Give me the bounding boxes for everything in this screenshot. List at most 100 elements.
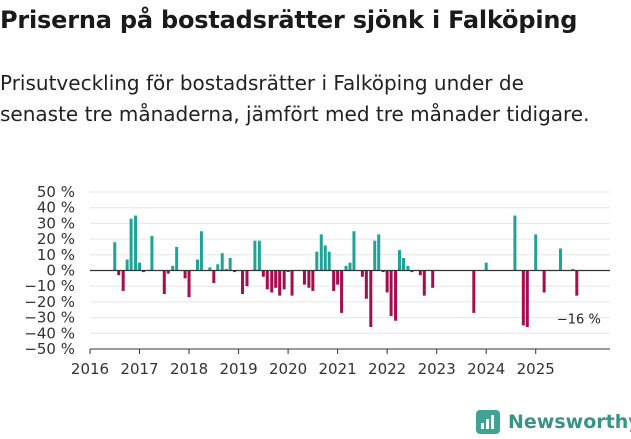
bar	[245, 270, 249, 287]
x-tick-label: 2016	[71, 360, 109, 378]
last-value-annotation: −16 %	[557, 313, 601, 328]
bar	[150, 235, 154, 271]
bar	[233, 270, 237, 273]
bar	[253, 240, 257, 271]
bar	[431, 270, 435, 288]
brand-name: Newsworthy	[508, 411, 631, 433]
bar	[484, 262, 488, 271]
bar	[212, 270, 216, 284]
bar	[381, 270, 385, 273]
bar	[422, 270, 426, 296]
bar	[278, 270, 282, 296]
bar	[513, 215, 517, 271]
x-tick-label: 2019	[219, 360, 257, 378]
bar	[398, 250, 402, 271]
bar	[534, 234, 538, 271]
bar	[344, 265, 348, 271]
y-tick-label: −10 %	[24, 277, 75, 295]
x-tick-label: 2020	[269, 360, 307, 378]
bar	[575, 270, 579, 296]
bar	[364, 270, 368, 299]
chart-title: Priserna på bostadsrätter sjönk i Falköp…	[0, 6, 578, 34]
bar	[352, 231, 356, 271]
newsworthy-logo-icon	[476, 410, 500, 434]
bar	[332, 270, 336, 291]
bar	[183, 270, 187, 279]
bar	[311, 270, 315, 291]
bar	[472, 270, 476, 313]
x-tick-label: 2024	[467, 360, 505, 378]
y-axis: 50 %40 %30 %20 %10 %0 %−10 %−20 %−30 %−4…	[24, 183, 75, 358]
bar	[282, 270, 286, 290]
bar	[558, 248, 562, 271]
bar-series	[113, 215, 579, 328]
bar	[175, 246, 179, 271]
y-tick-label: −40 %	[24, 324, 75, 342]
bar	[216, 264, 220, 271]
bar	[319, 234, 323, 271]
bar	[121, 270, 125, 291]
bar	[385, 270, 389, 293]
chart-subtitle: Prisutveckling för bostadsrätter i Falkö…	[0, 71, 590, 126]
bar	[340, 270, 344, 313]
bar	[195, 259, 199, 271]
bar	[257, 240, 261, 271]
bar	[302, 270, 306, 285]
bar	[228, 257, 232, 271]
bar	[274, 270, 278, 288]
bar	[162, 270, 166, 295]
bar	[220, 253, 224, 271]
y-tick-label: −50 %	[24, 340, 75, 358]
y-tick-label: −20 %	[24, 293, 75, 311]
bar	[270, 270, 274, 293]
bar	[542, 270, 546, 293]
bar	[406, 265, 410, 271]
bar	[571, 268, 575, 271]
bar	[286, 270, 290, 273]
bar	[224, 268, 228, 271]
y-tick-label: 50 %	[37, 183, 75, 201]
bar	[199, 231, 203, 271]
bar	[360, 270, 364, 277]
bar	[134, 215, 138, 271]
x-axis: 2016 2017 2018 2019 2020 2021 2022 2023 2024 2025	[71, 269, 610, 378]
bar	[113, 242, 117, 271]
bar	[394, 270, 398, 321]
bar	[373, 240, 377, 271]
y-tick-label: 10 %	[37, 246, 75, 264]
bar	[525, 270, 529, 328]
newsworthy-brand: Newsworthy	[476, 407, 631, 437]
bar	[377, 234, 381, 271]
bar	[336, 270, 340, 285]
bar	[315, 251, 319, 271]
bar	[138, 262, 142, 271]
x-tick-label: 2018	[170, 360, 208, 378]
bar	[208, 267, 212, 271]
bar	[129, 218, 133, 271]
x-tick-label: 2025	[517, 360, 555, 378]
bar	[418, 270, 422, 276]
bar	[348, 262, 352, 271]
bar	[117, 270, 121, 276]
bar	[187, 270, 191, 298]
bar	[307, 270, 311, 288]
y-tick-label: −30 %	[24, 309, 75, 327]
y-tick-label: 40 %	[37, 199, 75, 217]
bar	[401, 257, 405, 271]
y-tick-label: 30 %	[37, 214, 75, 232]
bar	[171, 265, 175, 271]
y-tick-label: 0 %	[46, 262, 75, 280]
bar	[125, 259, 129, 271]
bar	[323, 245, 327, 271]
bar	[369, 270, 373, 328]
x-tick-label: 2022	[368, 360, 406, 378]
bar	[389, 270, 393, 317]
bar	[410, 270, 414, 273]
x-tick-label: 2021	[319, 360, 357, 378]
x-tick-label: 2023	[418, 360, 456, 378]
bar	[327, 251, 331, 271]
bar	[241, 270, 245, 295]
x-tick-label: 2017	[120, 360, 158, 378]
bar	[265, 270, 269, 290]
